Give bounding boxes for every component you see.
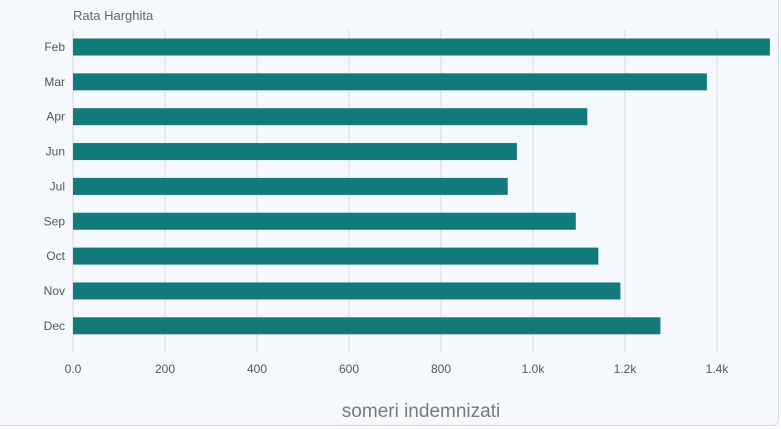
y-tick-label: Oct [46, 249, 65, 263]
x-tick-label: 1.2k [614, 362, 638, 376]
y-tick-label: Sep [44, 214, 66, 228]
bar-feb[interactable] [73, 38, 770, 56]
series-label: Rata Harghita [73, 8, 154, 23]
y-tick-label: Apr [46, 110, 65, 124]
x-tick-label: 400 [247, 362, 267, 376]
x-axis-title: someri indemnizati [342, 401, 500, 422]
x-tick-label: 1.4k [706, 362, 730, 376]
y-tick-label: Mar [44, 75, 65, 89]
bars [73, 38, 770, 335]
bar-oct[interactable] [73, 247, 599, 265]
y-tick-label: Dec [44, 319, 65, 333]
x-tick-label: 600 [339, 362, 359, 376]
y-tick-label: Feb [44, 40, 65, 54]
y-tick-label: Jul [50, 179, 65, 193]
bar-apr[interactable] [73, 108, 588, 126]
y-axis-labels: Feb Mar Apr Jun Jul Sep Oct Nov Dec [44, 40, 66, 333]
bar-jun[interactable] [73, 143, 517, 161]
y-tick-label: Nov [44, 284, 65, 298]
y-tick-label: Jun [46, 145, 65, 159]
x-axis-labels: 0.0 200 400 600 800 1.0k 1.2k 1.4k [65, 362, 730, 376]
x-tick-label: 0.0 [65, 362, 82, 376]
x-tick-label: 1.0k [522, 362, 546, 376]
bar-sep[interactable] [73, 212, 576, 230]
x-tick-label: 200 [155, 362, 175, 376]
bar-nov[interactable] [73, 282, 621, 300]
bar-dec[interactable] [73, 317, 661, 335]
bar-mar[interactable] [73, 73, 707, 91]
x-tick-label: 800 [431, 362, 451, 376]
bar-jul[interactable] [73, 177, 508, 195]
